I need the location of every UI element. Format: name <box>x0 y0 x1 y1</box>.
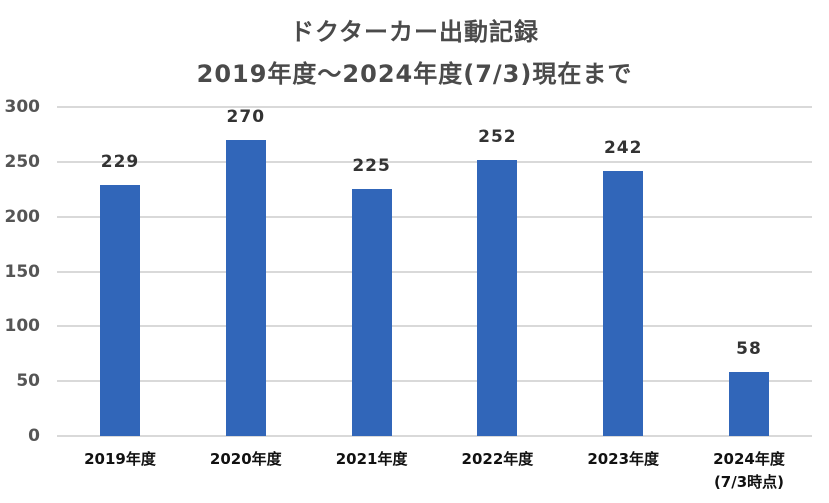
y-tick-label: 150 <box>4 261 41 282</box>
bar <box>603 170 644 436</box>
bar <box>100 184 140 436</box>
x-tick-label: 2020年度 <box>181 448 311 471</box>
x-tick-label: 2022年度 <box>432 448 562 471</box>
x-tick-label: 2019年度 <box>55 448 185 471</box>
y-tick-label: 0 <box>28 426 40 446</box>
chart-subtitle: 2019年度〜2024年度(7/3)現在まで <box>196 60 633 88</box>
data-label: 225 <box>352 156 391 177</box>
gridline <box>57 380 812 383</box>
x-tick-label-line: 2021年度 <box>335 450 408 468</box>
x-tick-label-line: 2020年度 <box>209 450 282 468</box>
bar <box>351 189 392 436</box>
gridline <box>57 160 812 163</box>
gridline <box>57 270 812 273</box>
x-tick-label: 2023年度 <box>558 448 688 471</box>
data-label: 229 <box>100 151 140 172</box>
data-label: 252 <box>478 126 517 147</box>
y-tick-label: 100 <box>4 316 41 337</box>
bar <box>729 372 769 436</box>
chart-title: ドクターカー出動記録 <box>289 18 540 46</box>
gridline <box>57 325 812 328</box>
x-tick-label-line: (7/3時点) <box>713 473 785 491</box>
x-tick-label-line: 2019年度 <box>84 450 156 468</box>
bar <box>477 159 518 436</box>
gridline <box>57 215 812 218</box>
x-tick-label: 2024年度 (7/3時点) <box>684 448 814 494</box>
x-tick-label: 2021年度 <box>307 448 437 471</box>
gridline <box>57 106 812 108</box>
data-label: 242 <box>603 137 643 158</box>
gridline <box>57 435 812 437</box>
y-tick-label: 250 <box>4 151 41 172</box>
y-tick-label: 50 <box>16 371 40 392</box>
x-tick-label-line: 2024年度 <box>713 450 785 468</box>
x-tick-label-line: 2023年度 <box>587 450 660 468</box>
y-tick-label: 300 <box>4 97 41 117</box>
data-label: 58 <box>736 339 762 360</box>
bar <box>225 139 266 436</box>
y-tick-label: 200 <box>4 206 41 227</box>
x-tick-label-line: 2022年度 <box>461 450 534 468</box>
data-label: 270 <box>226 106 266 127</box>
